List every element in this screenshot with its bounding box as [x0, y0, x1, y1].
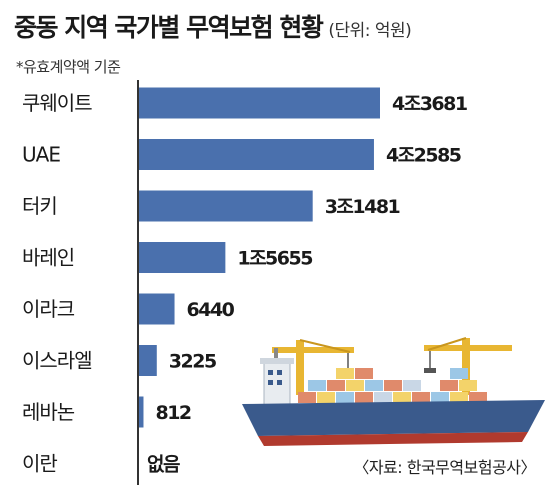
category-label: 이란 — [22, 452, 57, 476]
value-label: 없음 — [147, 454, 180, 476]
bar — [139, 396, 144, 428]
containers — [298, 368, 487, 403]
bar — [139, 87, 380, 119]
ship-hull-bottom — [258, 432, 528, 446]
value-label: 3225 — [169, 351, 216, 373]
ship-bridge — [260, 348, 294, 407]
category-label: 레바논 — [22, 400, 75, 424]
ship-hull — [242, 400, 545, 436]
bar — [139, 139, 374, 170]
bar — [139, 242, 226, 273]
value-label: 3조1481 — [325, 196, 400, 218]
bars-layer: 쿠웨이트 4조3681 UAE 4조2585 터키 3조1481 바레인 1조5655 이라크 6… — [22, 87, 468, 476]
chart-title: 중동 지역 국가별 무역보험 현황 — [14, 13, 324, 42]
category-label: 쿠웨이트 — [22, 91, 92, 115]
category-label: 터키 — [22, 194, 57, 218]
title-row: 중동 지역 국가별 무역보험 현황 (단위: 억원) — [14, 8, 412, 44]
category-label: 바레인 — [22, 246, 74, 270]
cargo-ship-illustration — [242, 337, 545, 446]
category-label: 이스라엘 — [22, 349, 92, 373]
category-label: UAE — [22, 143, 60, 167]
value-label: 6440 — [187, 299, 235, 321]
category-label: 이라크 — [22, 297, 75, 321]
unit-label: (단위: 억원) — [328, 21, 412, 41]
source-note: 〈자료: 한국무역보험공사〉 — [353, 458, 536, 477]
basis-note: *유효계약액 기준 — [16, 58, 121, 76]
value-label: 4조3681 — [392, 93, 467, 115]
crane-right — [424, 337, 512, 395]
value-label: 1조5655 — [237, 248, 312, 270]
bar — [139, 190, 313, 222]
value-label: 4조2585 — [386, 145, 461, 167]
value-label: 812 — [155, 402, 190, 424]
bar — [139, 345, 157, 376]
bar — [139, 293, 175, 325]
